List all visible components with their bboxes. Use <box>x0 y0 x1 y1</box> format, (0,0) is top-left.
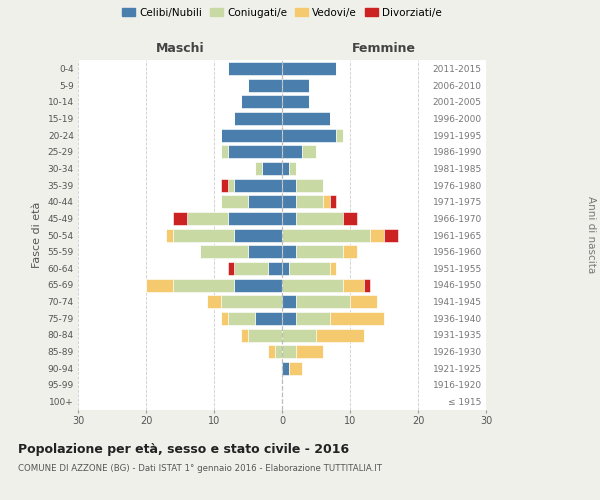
Bar <box>282 312 296 325</box>
Bar <box>173 228 235 241</box>
Bar <box>296 345 323 358</box>
Bar <box>289 262 329 275</box>
Bar <box>221 295 282 308</box>
Bar <box>248 328 282 342</box>
Bar <box>146 278 173 291</box>
Bar <box>323 195 329 208</box>
Bar <box>282 345 296 358</box>
Bar <box>282 262 289 275</box>
Bar <box>343 245 357 258</box>
Bar <box>296 245 343 258</box>
Bar <box>384 228 398 241</box>
Bar <box>343 278 364 291</box>
Bar <box>268 345 275 358</box>
Bar <box>296 212 343 225</box>
Bar <box>282 278 343 291</box>
Bar <box>282 362 289 375</box>
Bar <box>316 328 364 342</box>
Bar <box>207 295 221 308</box>
Bar <box>275 345 282 358</box>
Text: Femmine: Femmine <box>352 42 416 55</box>
Y-axis label: Fasce di età: Fasce di età <box>32 202 42 268</box>
Bar <box>329 195 337 208</box>
Bar <box>302 145 316 158</box>
Bar <box>248 78 282 92</box>
Bar <box>221 178 227 192</box>
Bar <box>282 112 329 125</box>
Bar <box>282 178 296 192</box>
Bar <box>289 162 296 175</box>
Bar <box>282 145 302 158</box>
Bar <box>296 195 323 208</box>
Bar <box>255 162 262 175</box>
Bar <box>364 278 370 291</box>
Bar <box>282 295 296 308</box>
Bar <box>227 212 282 225</box>
Text: Maschi: Maschi <box>155 42 205 55</box>
Bar <box>282 128 337 141</box>
Text: Anni di nascita: Anni di nascita <box>586 196 596 274</box>
Bar <box>241 328 248 342</box>
Bar <box>227 262 235 275</box>
Bar <box>296 295 350 308</box>
Bar <box>329 312 384 325</box>
Bar <box>370 228 384 241</box>
Bar <box>173 278 235 291</box>
Bar <box>235 228 282 241</box>
Bar <box>282 245 296 258</box>
Bar <box>337 128 343 141</box>
Bar <box>227 145 282 158</box>
Bar <box>235 278 282 291</box>
Bar <box>227 178 235 192</box>
Bar <box>282 95 309 108</box>
Bar <box>282 162 289 175</box>
Bar <box>173 212 187 225</box>
Bar <box>262 162 282 175</box>
Bar <box>227 62 282 75</box>
Bar <box>296 312 329 325</box>
Bar <box>289 362 302 375</box>
Bar <box>343 212 357 225</box>
Bar <box>282 195 296 208</box>
Bar <box>329 262 337 275</box>
Legend: Celibi/Nubili, Coniugati/e, Vedovi/e, Divorziati/e: Celibi/Nubili, Coniugati/e, Vedovi/e, Di… <box>122 8 442 18</box>
Bar <box>282 212 296 225</box>
Bar <box>235 178 282 192</box>
Bar <box>221 145 227 158</box>
Text: COMUNE DI AZZONE (BG) - Dati ISTAT 1° gennaio 2016 - Elaborazione TUTTITALIA.IT: COMUNE DI AZZONE (BG) - Dati ISTAT 1° ge… <box>18 464 382 473</box>
Bar <box>166 228 173 241</box>
Bar <box>350 295 377 308</box>
Bar <box>227 312 255 325</box>
Bar <box>200 245 248 258</box>
Bar <box>282 78 309 92</box>
Bar <box>248 245 282 258</box>
Bar <box>255 312 282 325</box>
Bar <box>296 178 323 192</box>
Bar <box>282 328 316 342</box>
Text: Popolazione per età, sesso e stato civile - 2016: Popolazione per età, sesso e stato civil… <box>18 442 349 456</box>
Bar <box>282 228 370 241</box>
Bar <box>241 95 282 108</box>
Bar <box>235 112 282 125</box>
Bar <box>221 312 227 325</box>
Bar <box>187 212 227 225</box>
Bar <box>221 128 282 141</box>
Bar <box>282 62 337 75</box>
Bar <box>248 195 282 208</box>
Bar <box>221 195 248 208</box>
Bar <box>268 262 282 275</box>
Bar <box>235 262 268 275</box>
